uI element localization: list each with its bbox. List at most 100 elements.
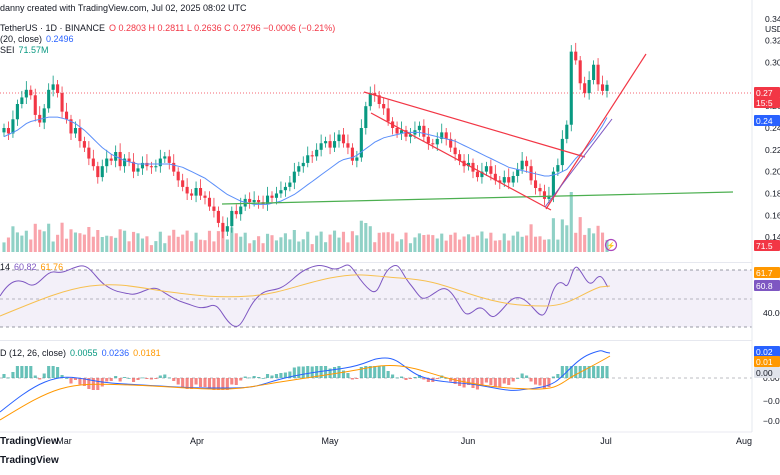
- candle-body: [292, 171, 296, 183]
- volume-bar: [386, 232, 390, 252]
- macd-hist-bar: [29, 366, 33, 378]
- volume-bar: [100, 237, 104, 252]
- volume-legend[interactable]: SEI 71.57M: [0, 45, 53, 56]
- macd-hist-bar: [350, 378, 354, 380]
- rsi-tick-label: 40.00: [763, 308, 780, 318]
- ohlc-values: O 0.2803 H 0.2811 L 0.2636 C 0.2796 −0.0…: [109, 23, 336, 33]
- volume-bar: [466, 234, 471, 252]
- macd-hist-bar: [42, 373, 46, 378]
- macd-hist-bar: [399, 376, 404, 378]
- volume-bar: [252, 240, 256, 252]
- macd-hist-bar: [542, 378, 547, 389]
- volume-bar: [24, 230, 28, 252]
- candle-body: [395, 128, 399, 134]
- volume-bar: [399, 239, 404, 252]
- macd-hist-bar: [516, 378, 520, 379]
- macd-hist-bar: [480, 378, 484, 386]
- macd-legend[interactable]: D (12, 26, close) 0.0055 0.0236 0.0181: [0, 348, 165, 359]
- candle-body: [319, 143, 323, 150]
- symbol-label[interactable]: TetherUS · 1D · BINANCE: [0, 23, 106, 33]
- rising-support-line[interactable]: [544, 118, 613, 208]
- volume-bar: [87, 227, 91, 252]
- candle-body: [140, 162, 145, 169]
- volume-bar: [96, 230, 100, 252]
- candle-body: [91, 158, 95, 167]
- candle-body: [190, 193, 194, 196]
- volume-bar: [181, 234, 185, 252]
- volume-bar: [15, 232, 19, 252]
- candle-body: [163, 156, 167, 159]
- ma-legend[interactable]: (20, close) 0.2496: [0, 34, 78, 45]
- support-trendline[interactable]: [221, 191, 734, 205]
- pane-divider-rsi[interactable]: [0, 262, 752, 263]
- channel-lower-line[interactable]: [370, 112, 552, 211]
- volume-bar: [105, 235, 109, 252]
- macd-hist-bar: [78, 378, 82, 385]
- candle-body: [306, 155, 310, 163]
- rsi-legend[interactable]: 14 60.82 61.76: [0, 262, 67, 273]
- macd-hist-bar: [167, 377, 171, 379]
- macd-hist-bar: [239, 378, 243, 381]
- price-axis-bg[interactable]: [752, 0, 780, 470]
- rsi-ma-badge-text: 61.7: [756, 268, 773, 278]
- volume-bar: [346, 242, 350, 252]
- macd-hist-bar: [408, 378, 413, 379]
- candle-body: [337, 134, 341, 142]
- brand-logo[interactable]: TradingView: [0, 436, 63, 447]
- pane-divider-macd[interactable]: [0, 340, 752, 341]
- countdown-badge-bg: [754, 97, 780, 108]
- brand-logo-2[interactable]: TradingView: [0, 455, 63, 466]
- volume-bar: [600, 232, 605, 252]
- candle-body: [87, 147, 91, 159]
- macd-hist-bar: [395, 377, 399, 379]
- macd-hist-bar: [547, 378, 551, 387]
- candle-body: [274, 193, 279, 198]
- candle-body: [346, 143, 350, 148]
- volume-bar: [234, 233, 238, 252]
- volume-bar: [471, 236, 475, 252]
- volume-bar: [511, 235, 515, 252]
- macd-hist-bar: [172, 378, 176, 381]
- symbol-row[interactable]: TetherUS · 1D · BINANCE O 0.2803 H 0.2811…: [0, 23, 339, 34]
- alert-icon[interactable]: [604, 238, 618, 252]
- macd-hist-bar: [6, 377, 11, 379]
- macd-hist-bar: [248, 377, 252, 379]
- candle-body: [449, 138, 453, 148]
- macd-hist-bar: [87, 378, 91, 389]
- price-tick-label: 0.18: [765, 188, 780, 198]
- macd-hist-bar: [520, 373, 524, 378]
- lightning-icon: ⚡: [607, 241, 616, 250]
- macd-hist-bar: [551, 376, 555, 378]
- macd-hist-bar: [230, 378, 234, 385]
- volume-bar: [324, 242, 328, 252]
- last-price-badge-text: 0.27: [756, 88, 773, 98]
- volume-bar: [332, 230, 337, 252]
- macd-hist-bar: [176, 378, 180, 385]
- macd-hist-bar: [288, 371, 292, 378]
- macd-hist-bar: [404, 378, 408, 380]
- volume-bar: [359, 220, 363, 252]
- candle-body: [248, 198, 252, 203]
- volume-bar: [587, 228, 591, 252]
- macd-hist-bar: [149, 378, 153, 380]
- volume-bar: [301, 239, 305, 252]
- rsi-value: 60.82: [14, 262, 37, 272]
- signal-value: 0.0181: [133, 348, 161, 358]
- candle-body: [47, 89, 51, 109]
- volume-bar: [149, 245, 153, 252]
- macd-hist-bar: [136, 378, 140, 380]
- channel-upper-line[interactable]: [363, 91, 586, 158]
- candle-body: [257, 200, 261, 203]
- volume-bar: [382, 232, 386, 252]
- last-price-badge-bg: [754, 87, 780, 98]
- candle-body: [20, 97, 24, 104]
- volume-bar: [569, 192, 573, 252]
- macd-hist-bar: [502, 378, 506, 384]
- volume-bar: [449, 234, 453, 252]
- volume-bar: [498, 240, 502, 252]
- candle-body: [207, 197, 212, 207]
- volume-bar: [78, 233, 82, 252]
- macd-hist-bar: [364, 366, 368, 378]
